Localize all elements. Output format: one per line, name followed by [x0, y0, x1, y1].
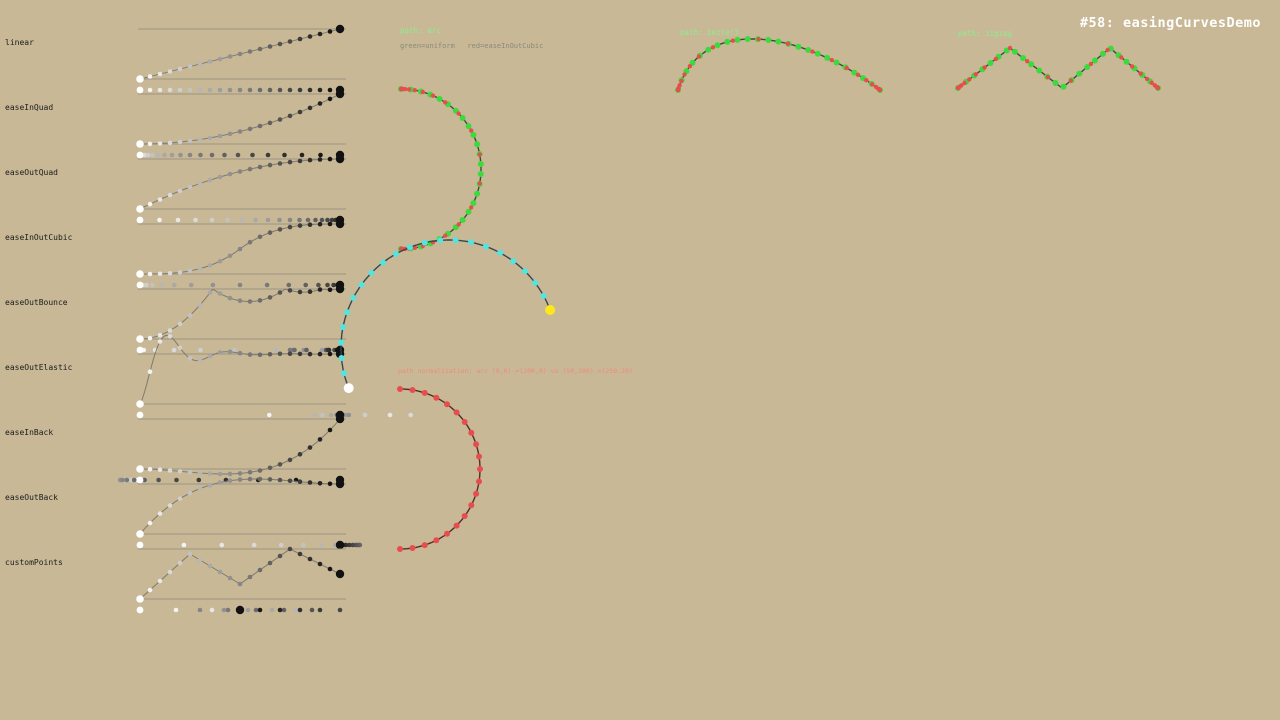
- bezier-demo-label: path: bezier3: [680, 28, 739, 37]
- easing-label-easeInBack: easeInBack: [5, 428, 54, 437]
- zigzag-demo-label: path: zigzag: [958, 29, 1013, 38]
- easing-label-easeInQuad: easeInQuad: [5, 103, 54, 112]
- easing-label-customPoints: customPoints: [5, 558, 63, 567]
- easing-label-easeOutElastic: easeOutElastic: [5, 363, 73, 372]
- path-normalization-label: path normalization: arc (0,0)->(200,0) v…: [398, 367, 633, 375]
- arc-demo-label: path: arc: [400, 26, 441, 35]
- easing-label-easeOutBounce: easeOutBounce: [5, 298, 68, 307]
- page-title: #58: easingCurvesDemo: [1079, 15, 1261, 31]
- easing-label-easeOutBack: easeOutBack: [5, 493, 58, 502]
- easing-label-easeOutQuad: easeOutQuad: [5, 168, 58, 177]
- easing-label-easeInOutCubic: easeInOutCubic: [5, 233, 73, 242]
- arc-demo-legend: green=uniform red=easeInOutCubic: [400, 42, 544, 50]
- easing-label-linear: linear: [5, 38, 34, 47]
